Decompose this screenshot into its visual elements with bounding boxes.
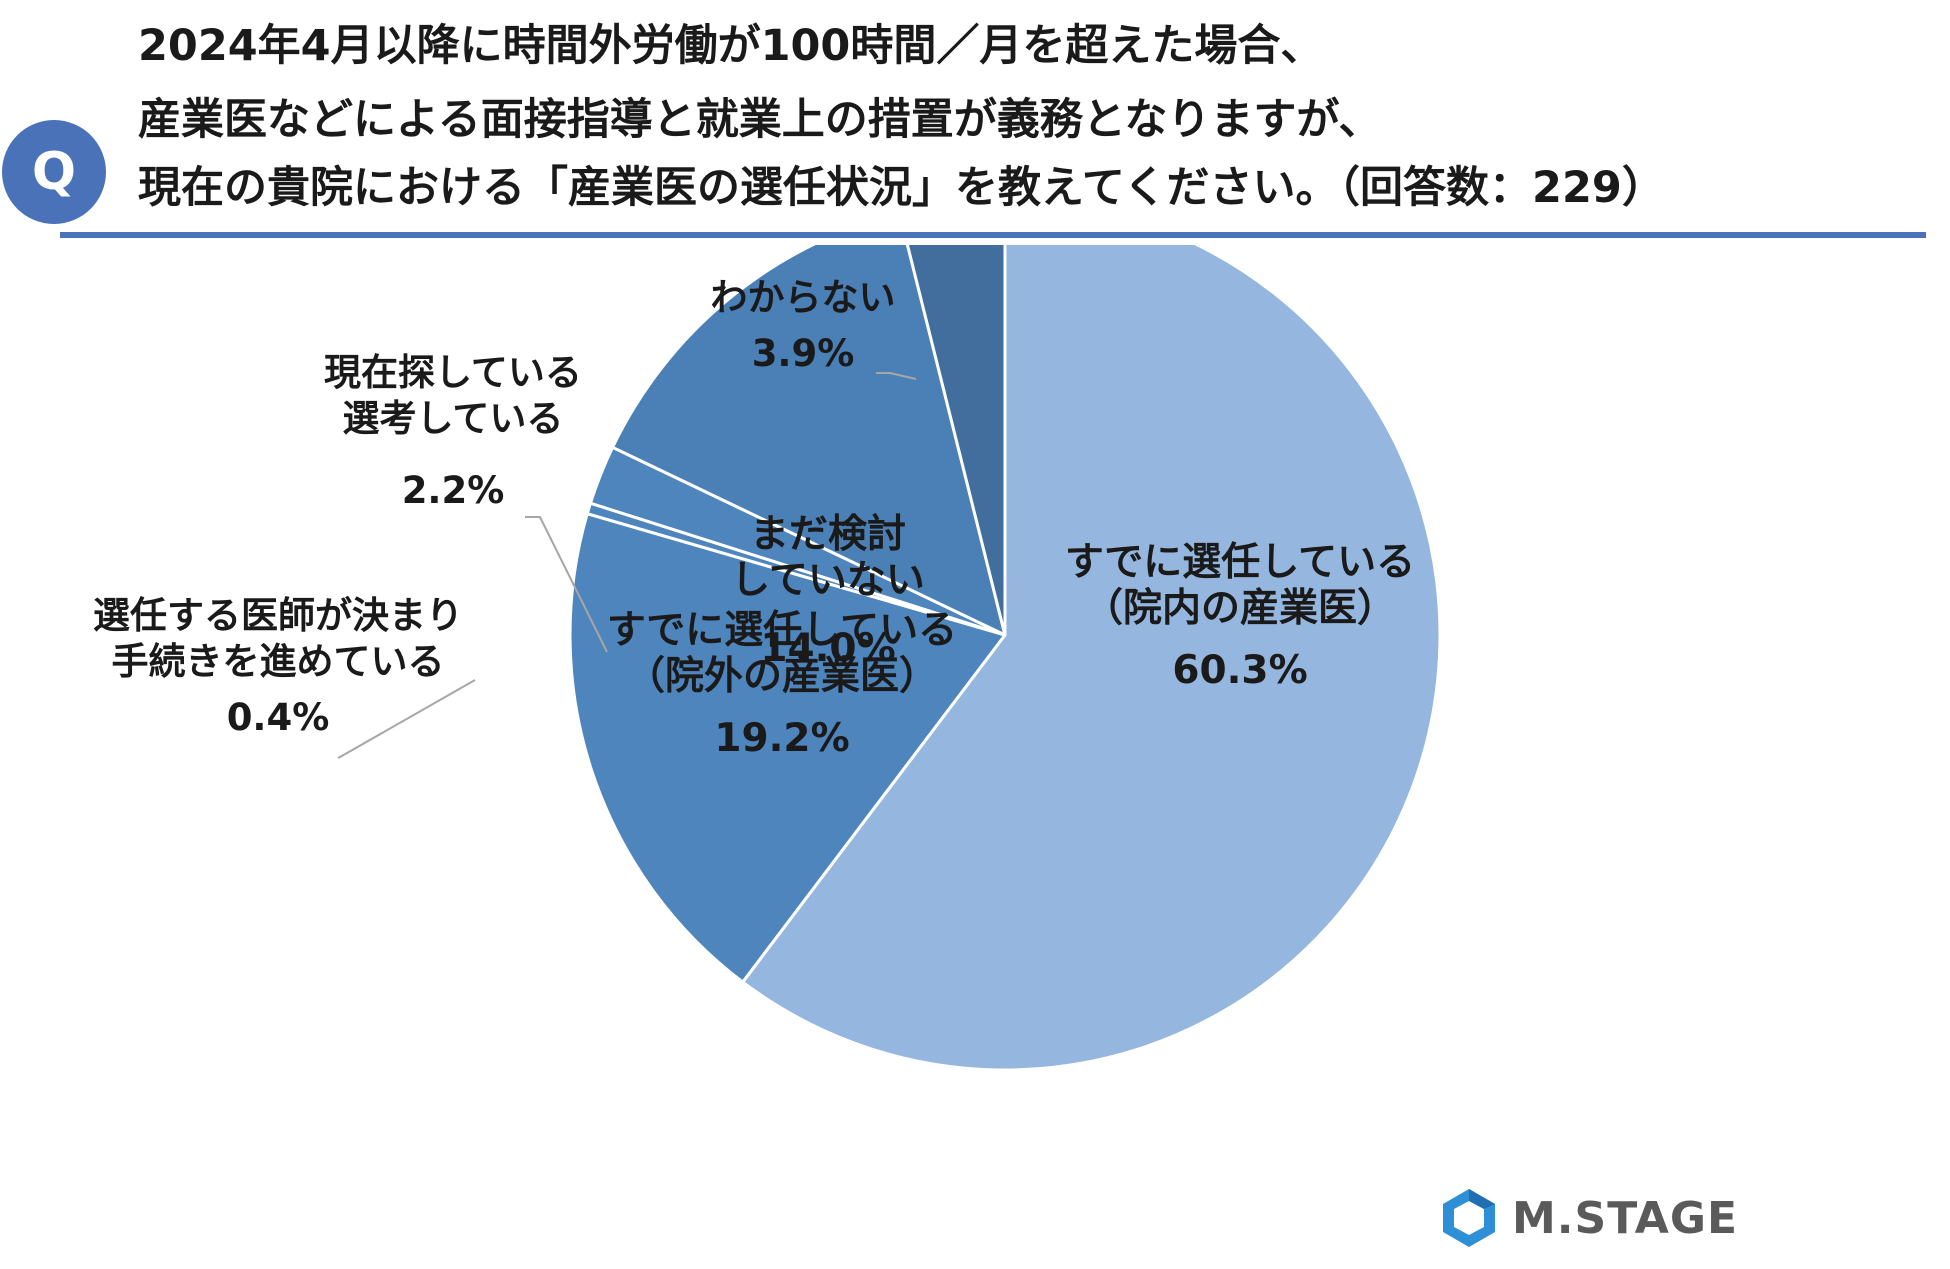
slice-label-line: まだ検討 [750, 512, 906, 557]
slice-value-label: 19.2% [714, 716, 849, 761]
slice-label-line: 選任する医師が決まり [93, 594, 463, 637]
question-title-line-1: 2024年4月以降に時間外労働が100時間／月を超えた場合、 [138, 21, 1324, 71]
header-divider [60, 232, 1926, 238]
slice-value-label: 2.2% [402, 469, 505, 512]
pie-slice-1 [568, 512, 1007, 984]
slice-label-1: すでに選任している（院外の産業医） 19.2% [607, 608, 957, 761]
slice-label-line: すでに選任している [1065, 540, 1415, 585]
brand-logo: M.STAGE [1440, 1185, 1738, 1251]
hexagon-logo-icon [1443, 1189, 1495, 1247]
slice-value-label: 14.0% [760, 626, 895, 671]
leader-line-3 [525, 516, 608, 653]
pie-chart-svg: すでに選任している（院内の産業医） 60.3%すでに選任している（院外の産業医） 1… [93, 198, 1442, 1072]
slice-label-2: 選任する医師が決まり手続きを進めている 0.4% [93, 594, 463, 739]
slice-label-line: すでに選任している [607, 608, 957, 653]
question-badge: Q [2, 120, 106, 224]
question-title-line-2: 産業医などによる面接指導と就業上の措置が義務となりますが、 [138, 95, 1382, 145]
pie-labels: すでに選任している（院内の産業医） 60.3%すでに選任している（院外の産業医） 1… [93, 276, 1415, 761]
slice-label-line: わからない [711, 276, 896, 319]
question-title-line-3: 現在の貴院における「産業医の選任状況」を教えてください。（回答数：229） [138, 163, 1665, 213]
slice-value-label: 3.9% [752, 332, 855, 375]
slice-value-label: 60.3% [1172, 648, 1307, 693]
slice-label-3: 現在探している選考している 2.2% [324, 351, 582, 512]
slice-label-line: していない [731, 558, 925, 603]
slice-label-line: （院内の産業医） [1084, 586, 1396, 631]
pie-slice-0 [741, 198, 1442, 1072]
slice-label-line: （院外の産業医） [626, 654, 938, 699]
leader-lines [337, 372, 917, 759]
leader-line-2 [337, 679, 476, 759]
slice-label-line: 手続きを進めている [112, 640, 445, 683]
pie-chart: すでに選任している（院内の産業医） 60.3% すでに選任している（院外の産業医） 1… [0, 198, 1950, 1265]
slice-label-5: わからない 3.9% [711, 276, 896, 375]
slice-value-label: 0.4% [227, 696, 330, 739]
slice-label-4: まだ検討していない 14.0% [731, 512, 925, 671]
logo-text: M.STAGE [1512, 1192, 1739, 1244]
leader-line-5 [876, 372, 917, 380]
slice-label-line: 現在探している [324, 351, 582, 394]
slice-label-0: すでに選任している（院内の産業医） 60.3% [1065, 540, 1415, 693]
slice-label-line: 選考している [343, 397, 564, 440]
question-header: Q 2024年4月以降に時間外労働が100時間／月を超えた場合、 産業医などによ… [0, 0, 1950, 245]
